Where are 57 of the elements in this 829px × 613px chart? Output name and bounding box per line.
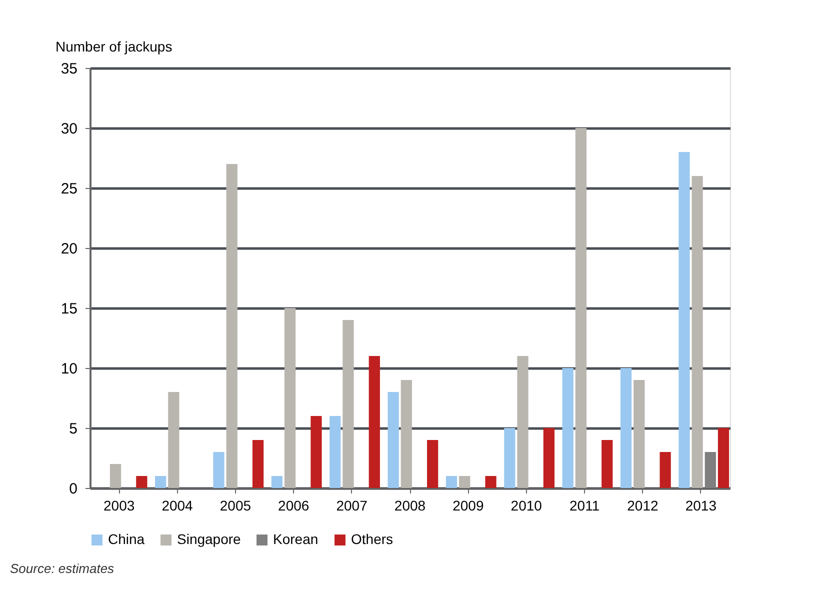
bar — [213, 452, 224, 488]
bar — [660, 452, 671, 488]
legend-label: Others — [351, 531, 394, 547]
bar — [330, 416, 341, 488]
bar — [427, 440, 438, 488]
x-tick-label: 2010 — [510, 498, 542, 514]
x-tick-label: 2012 — [627, 498, 659, 514]
bar — [575, 128, 587, 488]
y-tick-label: 0 — [69, 480, 78, 498]
bar — [485, 476, 496, 488]
bar — [310, 416, 322, 488]
y-tick-label: 20 — [60, 240, 78, 258]
y-tick-label: 35 — [60, 60, 78, 78]
bar — [602, 440, 613, 488]
x-tick-label: 2009 — [452, 498, 484, 514]
bar — [168, 392, 180, 488]
y-tick-label: 5 — [69, 420, 78, 438]
bar — [446, 476, 458, 488]
bar — [517, 356, 528, 488]
bar — [155, 476, 166, 488]
bar — [678, 152, 690, 488]
legend-label: Korean — [273, 531, 318, 547]
x-tick-label: 2011 — [569, 498, 600, 514]
bar — [634, 380, 645, 488]
bar — [388, 392, 399, 488]
y-axis-title: Number of jackups — [56, 38, 172, 54]
x-tick-label: 2013 — [685, 498, 717, 514]
x-tick-label: 2006 — [278, 498, 310, 514]
x-tick-label: 2003 — [104, 498, 135, 514]
x-tick-label: 2008 — [394, 498, 426, 514]
bar — [704, 452, 716, 488]
bar — [368, 356, 380, 488]
bar — [136, 476, 148, 488]
bar — [562, 368, 574, 488]
y-tick-label: 15 — [60, 300, 78, 318]
legend-label: China — [108, 531, 145, 547]
source-note: Source: estimates — [10, 561, 115, 576]
x-tick-label: 2005 — [220, 498, 252, 514]
x-tick-label: 2007 — [336, 498, 368, 514]
bar — [342, 320, 354, 488]
bar — [620, 368, 632, 488]
bar — [400, 380, 412, 488]
legend-label: Singapore — [177, 531, 242, 547]
bar — [252, 440, 264, 488]
bar — [692, 176, 703, 488]
bar — [226, 164, 238, 488]
bar — [718, 428, 730, 488]
bar — [504, 428, 516, 488]
y-tick-label: 10 — [60, 360, 78, 378]
x-tick-label: 2004 — [162, 498, 194, 514]
bar — [284, 308, 296, 488]
y-tick-label: 30 — [60, 120, 78, 138]
bar — [459, 476, 470, 488]
bar — [271, 476, 283, 488]
bar — [110, 464, 122, 488]
bar — [543, 428, 555, 488]
y-tick-label: 25 — [60, 180, 78, 198]
